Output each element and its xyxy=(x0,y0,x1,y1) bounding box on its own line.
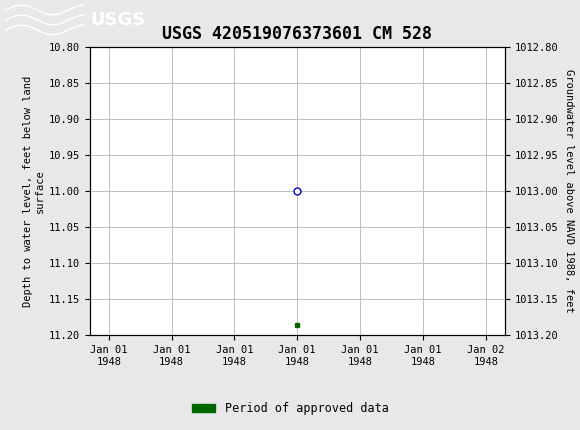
Y-axis label: Depth to water level, feet below land
surface: Depth to water level, feet below land su… xyxy=(23,76,45,307)
Text: USGS: USGS xyxy=(90,11,145,29)
Legend: Period of approved data: Period of approved data xyxy=(187,397,393,420)
Y-axis label: Groundwater level above NAVD 1988, feet: Groundwater level above NAVD 1988, feet xyxy=(564,70,574,313)
Title: USGS 420519076373601 CM 528: USGS 420519076373601 CM 528 xyxy=(162,25,432,43)
